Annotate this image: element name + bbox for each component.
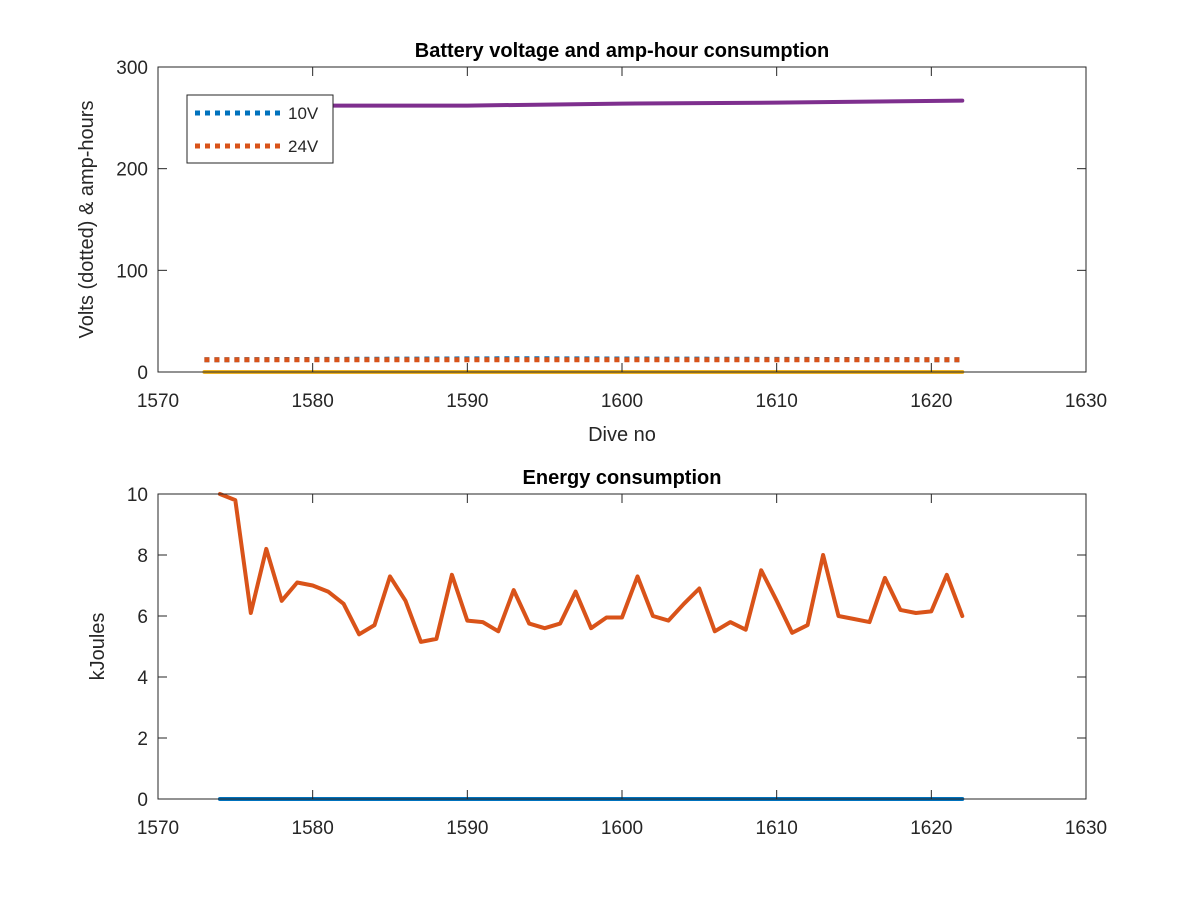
top-plot-ticks: 1570 1580 1590 1600 1610 1620 1630 0 100 200 300 bbox=[116, 58, 1107, 412]
bottom-plot-x-tick-label: 1620 bbox=[910, 818, 952, 839]
legend-10v-label: 10V bbox=[288, 104, 319, 123]
bottom-subplot: 1570 1580 1590 1600 1610 1620 1630 0 2 4 6 8 10 Ener… bbox=[87, 467, 1107, 839]
top-plot-y-tick-label: 100 bbox=[116, 261, 148, 282]
top-plot-y-tick-label: 0 bbox=[137, 363, 148, 384]
bottom-plot-ticks: 1570 1580 1590 1600 1610 1620 1630 0 2 4 6 8 10 bbox=[127, 485, 1107, 839]
top-plot-x-axis-label: Dive no bbox=[588, 424, 656, 446]
legend-box bbox=[186, 94, 334, 164]
top-plot-x-tick-label: 1630 bbox=[1065, 391, 1107, 412]
bottom-plot-y-tick-label: 10 bbox=[127, 485, 148, 506]
top-plot-x-tick-label: 1570 bbox=[137, 391, 179, 412]
bottom-plot-y-tick-label: 4 bbox=[137, 668, 148, 689]
top-plot-title: Battery voltage and amp-hour consumption bbox=[415, 40, 829, 62]
bottom-plot-y-axis-label: kJoules bbox=[87, 613, 109, 681]
top-subplot: 1570 1580 1590 1600 1610 1620 1630 0 100 200 300 B… bbox=[76, 40, 1107, 446]
top-plot-y-axis-label: Volts (dotted) & amp-hours bbox=[76, 101, 98, 339]
bottom-plot-x-tick-label: 1580 bbox=[292, 818, 334, 839]
bottom-plot-y-tick-label: 0 bbox=[137, 790, 148, 811]
bottom-plot-series-0-line bbox=[217, 492, 965, 644]
bottom-plot-x-tick-label: 1570 bbox=[137, 818, 179, 839]
bottom-plot-x-tick-label: 1610 bbox=[756, 818, 798, 839]
top-plot-y-tick-label: 300 bbox=[116, 58, 148, 79]
top-plot-legend: 10V 24V bbox=[186, 94, 334, 164]
top-plot-x-tick-label: 1600 bbox=[601, 391, 643, 412]
top-plot-x-tick-label: 1610 bbox=[756, 391, 798, 412]
bottom-plot-y-tick-label: 8 bbox=[137, 546, 148, 567]
top-plot-x-tick-label: 1590 bbox=[446, 391, 488, 412]
bottom-plot-y-tick-label: 6 bbox=[137, 607, 148, 628]
bottom-plot-x-tick-label: 1590 bbox=[446, 818, 488, 839]
bottom-plot-x-tick-label: 1630 bbox=[1065, 818, 1107, 839]
top-plot-x-tick-label: 1580 bbox=[292, 391, 334, 412]
top-plot-y-tick-label: 200 bbox=[116, 160, 148, 181]
bottom-plot-x-tick-label: 1600 bbox=[601, 818, 643, 839]
top-plot-series-2-line bbox=[202, 98, 965, 108]
top-plot-x-tick-label: 1620 bbox=[910, 391, 952, 412]
bottom-plot-y-tick-label: 2 bbox=[137, 729, 148, 750]
legend-24v-label: 24V bbox=[288, 137, 319, 156]
bottom-plot-title: Energy consumption bbox=[523, 467, 722, 489]
